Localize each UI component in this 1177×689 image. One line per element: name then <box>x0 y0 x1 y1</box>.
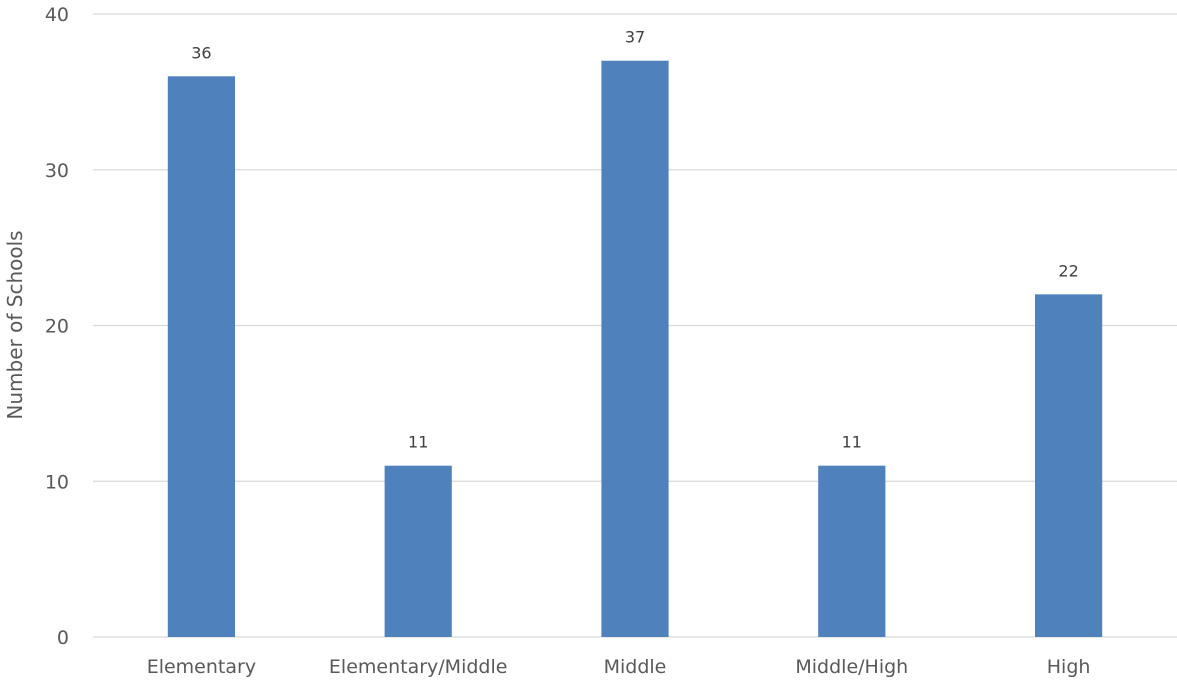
y-axis-ticks: 0 10 20 30 40 <box>45 4 69 649</box>
bars <box>167 60 1103 638</box>
x-tick-label: High <box>1047 656 1091 678</box>
x-tick-label: Elementary/Middle <box>329 656 508 678</box>
y-tick-label: 10 <box>45 471 69 493</box>
data-labels: 36 11 37 11 22 <box>191 28 1079 452</box>
x-tick-label: Middle <box>604 656 667 678</box>
bar <box>167 76 236 638</box>
data-label: 37 <box>625 28 645 47</box>
y-tick-label: 40 <box>45 4 69 26</box>
bar <box>601 60 669 638</box>
data-label: 36 <box>191 43 211 62</box>
x-tick-label: Elementary <box>147 656 256 678</box>
x-axis-ticks: Elementary Elementary/Middle Middle Middle/… <box>147 656 1091 678</box>
data-label: 22 <box>1058 261 1078 280</box>
bar <box>1034 294 1103 637</box>
y-tick-label: 20 <box>45 316 69 338</box>
data-label: 11 <box>408 433 428 452</box>
bar <box>818 465 886 637</box>
data-label: 11 <box>842 433 862 452</box>
bar <box>384 465 452 637</box>
y-axis-title: Number of Schools <box>3 230 27 419</box>
y-tick-label: 30 <box>45 160 69 182</box>
y-tick-label: 0 <box>57 627 69 649</box>
x-tick-label: Middle/High <box>795 656 908 678</box>
